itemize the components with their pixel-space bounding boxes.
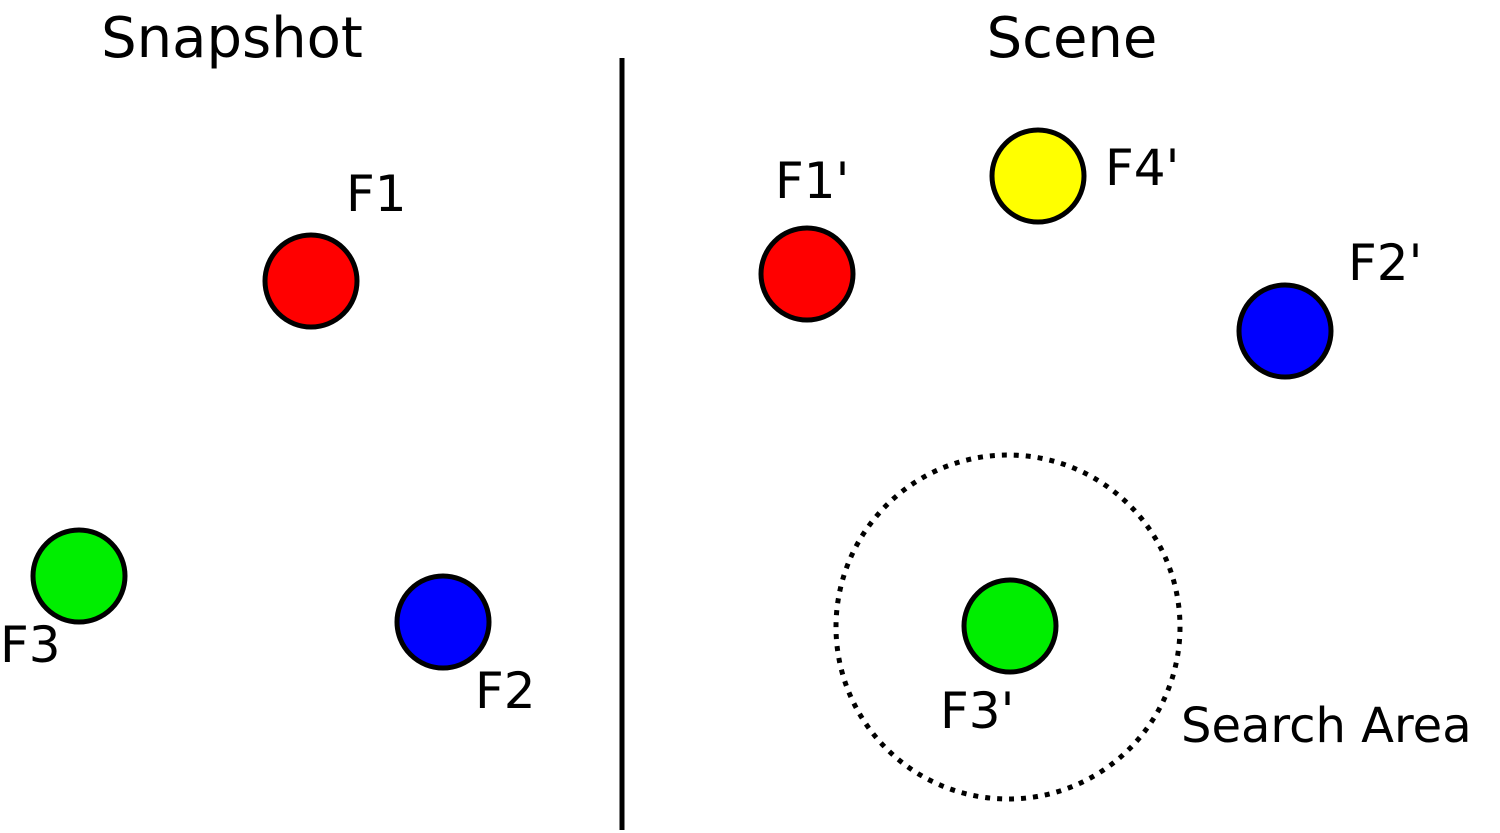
- scene-feature-f2-marker: [1236, 282, 1334, 380]
- scene-feature-f4-marker: [989, 127, 1087, 225]
- scene-feature-f1-marker: [758, 225, 856, 323]
- snapshot-feature-f3-marker: [30, 527, 128, 625]
- search-area-boundary: [833, 452, 1183, 802]
- snapshot-feature-f1-marker: [262, 232, 360, 330]
- snapshot-feature-f1-label: F1: [346, 165, 407, 223]
- scene-feature-f3-label: F3': [940, 682, 1014, 740]
- scene-feature-f2-label: F2': [1348, 234, 1422, 292]
- scene-feature-f3-marker: [961, 577, 1059, 675]
- snapshot-title: Snapshot: [101, 6, 363, 71]
- snapshot-feature-f2-label: F2: [475, 662, 536, 720]
- search-area-label: Search Area: [1181, 698, 1472, 754]
- snapshot-feature-f3-label: F3: [0, 616, 61, 674]
- scene-feature-f1-label: F1': [775, 152, 849, 210]
- scene-feature-f4-label: F4': [1105, 139, 1179, 197]
- scene-title: Scene: [987, 6, 1158, 71]
- snapshot-feature-f2-marker: [394, 573, 492, 671]
